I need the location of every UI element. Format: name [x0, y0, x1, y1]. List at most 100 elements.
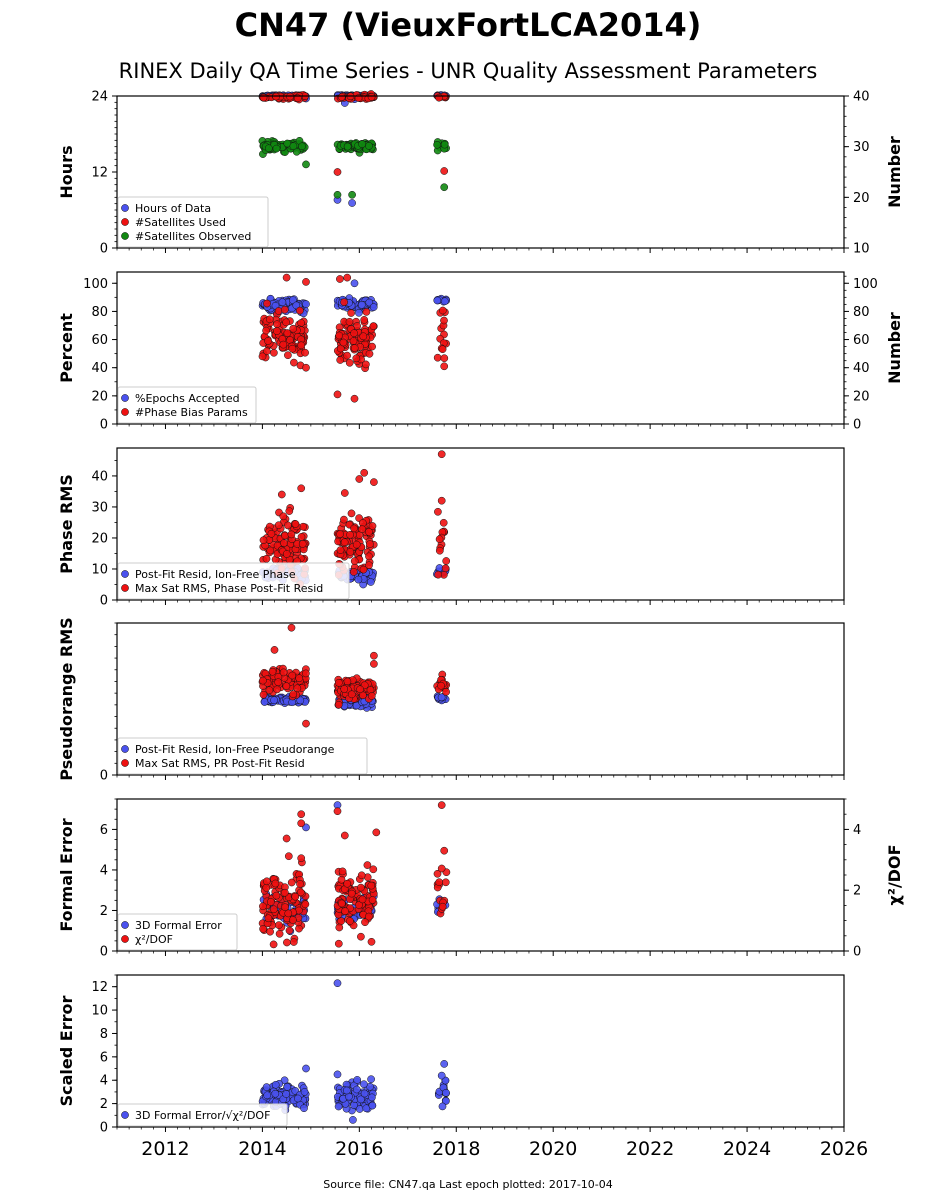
y-tick-label: 4 [100, 863, 108, 878]
data-point [334, 1102, 343, 1111]
data-point [274, 678, 283, 687]
series-1 [258, 979, 450, 1124]
series-2 [258, 623, 451, 728]
legend-box [117, 196, 269, 248]
legend-marker [121, 745, 129, 753]
data-point [370, 478, 378, 486]
data-point [348, 199, 356, 207]
data-point [337, 875, 346, 884]
data-point [333, 1070, 342, 1079]
data-point [262, 554, 271, 563]
y-tick-label: 60 [91, 333, 108, 348]
data-point [280, 305, 289, 314]
data-point [365, 349, 374, 358]
data-point [277, 490, 286, 499]
data-point [350, 344, 359, 352]
data-point [299, 522, 307, 531]
data-point [357, 883, 365, 892]
data-point [369, 865, 378, 874]
y-axis-label-right: χ²/DOF [885, 845, 904, 906]
y-tick-label: 10 [91, 1004, 108, 1019]
data-point [441, 878, 450, 887]
data-point [437, 693, 446, 702]
data-point [435, 93, 443, 102]
y-right-tick-label: 60 [853, 333, 870, 348]
data-point [372, 828, 381, 837]
data-point [336, 275, 344, 283]
data-point [440, 1060, 449, 1068]
y-axis-label: Phase RMS [57, 474, 76, 574]
legend-marker [121, 1111, 129, 1119]
data-point [336, 530, 344, 538]
data-point [295, 674, 304, 683]
legend: 3D Formal Error/√χ²/DOF [117, 1103, 288, 1127]
data-point [284, 909, 293, 918]
legend-box [117, 913, 238, 951]
data-point [302, 278, 310, 286]
x-tick-label: 2016 [335, 1138, 383, 1160]
y-tick-label: 0 [100, 242, 108, 257]
data-point [437, 801, 446, 809]
data-point [353, 1076, 362, 1084]
data-point [350, 394, 359, 403]
data-point [434, 507, 442, 516]
data-point [301, 900, 310, 909]
data-point [264, 144, 273, 153]
data-point [438, 1102, 447, 1111]
data-point [302, 669, 310, 678]
data-point [296, 306, 304, 315]
data-point [259, 902, 267, 911]
data-point [435, 535, 444, 544]
legend-marker [121, 408, 129, 416]
y-axis-label-right: Number [885, 312, 904, 384]
data-point [284, 351, 292, 360]
data-point [279, 512, 288, 521]
data-point [297, 819, 306, 828]
data-point [367, 881, 376, 890]
data-point [366, 578, 375, 586]
data-point [345, 317, 354, 326]
data-point [340, 489, 349, 497]
legend-label: Post-Fit Resid, Ion-Free Phase [135, 568, 296, 581]
data-point [334, 939, 343, 948]
data-point [366, 540, 374, 548]
data-point [264, 337, 272, 345]
series-3 [258, 136, 450, 199]
data-point [442, 1088, 450, 1097]
data-point [267, 529, 276, 538]
legend-marker [121, 204, 129, 212]
data-point [274, 307, 283, 315]
data-point [363, 861, 372, 869]
data-point [271, 879, 280, 888]
legend-label: %Epochs Accepted [135, 392, 240, 405]
data-point [357, 300, 366, 309]
data-point [352, 540, 361, 549]
data-point [282, 318, 290, 327]
data-point [273, 327, 281, 335]
data-point [333, 190, 342, 199]
data-point [440, 297, 449, 306]
data-point [333, 390, 342, 399]
x-tick-label: 2018 [432, 1138, 480, 1160]
data-point [343, 142, 352, 151]
data-point [265, 686, 274, 695]
data-point [360, 1089, 369, 1098]
data-point [287, 623, 296, 632]
panel-3: 0 10 20 30 40 Phase RMS Post-Fit Resid, Ion-Fr… [57, 447, 845, 609]
y-right-tick-label: 40 [853, 90, 870, 105]
data-point [259, 690, 268, 699]
data-point [367, 1075, 375, 1084]
data-point [340, 685, 349, 693]
data-point [263, 299, 271, 308]
data-point [439, 518, 448, 527]
legend-label: Post-Fit Resid, Ion-Free Pseudorange [135, 743, 335, 756]
data-point [440, 140, 449, 149]
data-point [333, 168, 342, 176]
data-point [333, 979, 342, 988]
data-point [272, 891, 281, 900]
data-point [352, 354, 361, 363]
data-point [360, 316, 369, 324]
data-point [262, 883, 271, 892]
y-right-tick-label: 0 [853, 945, 861, 960]
